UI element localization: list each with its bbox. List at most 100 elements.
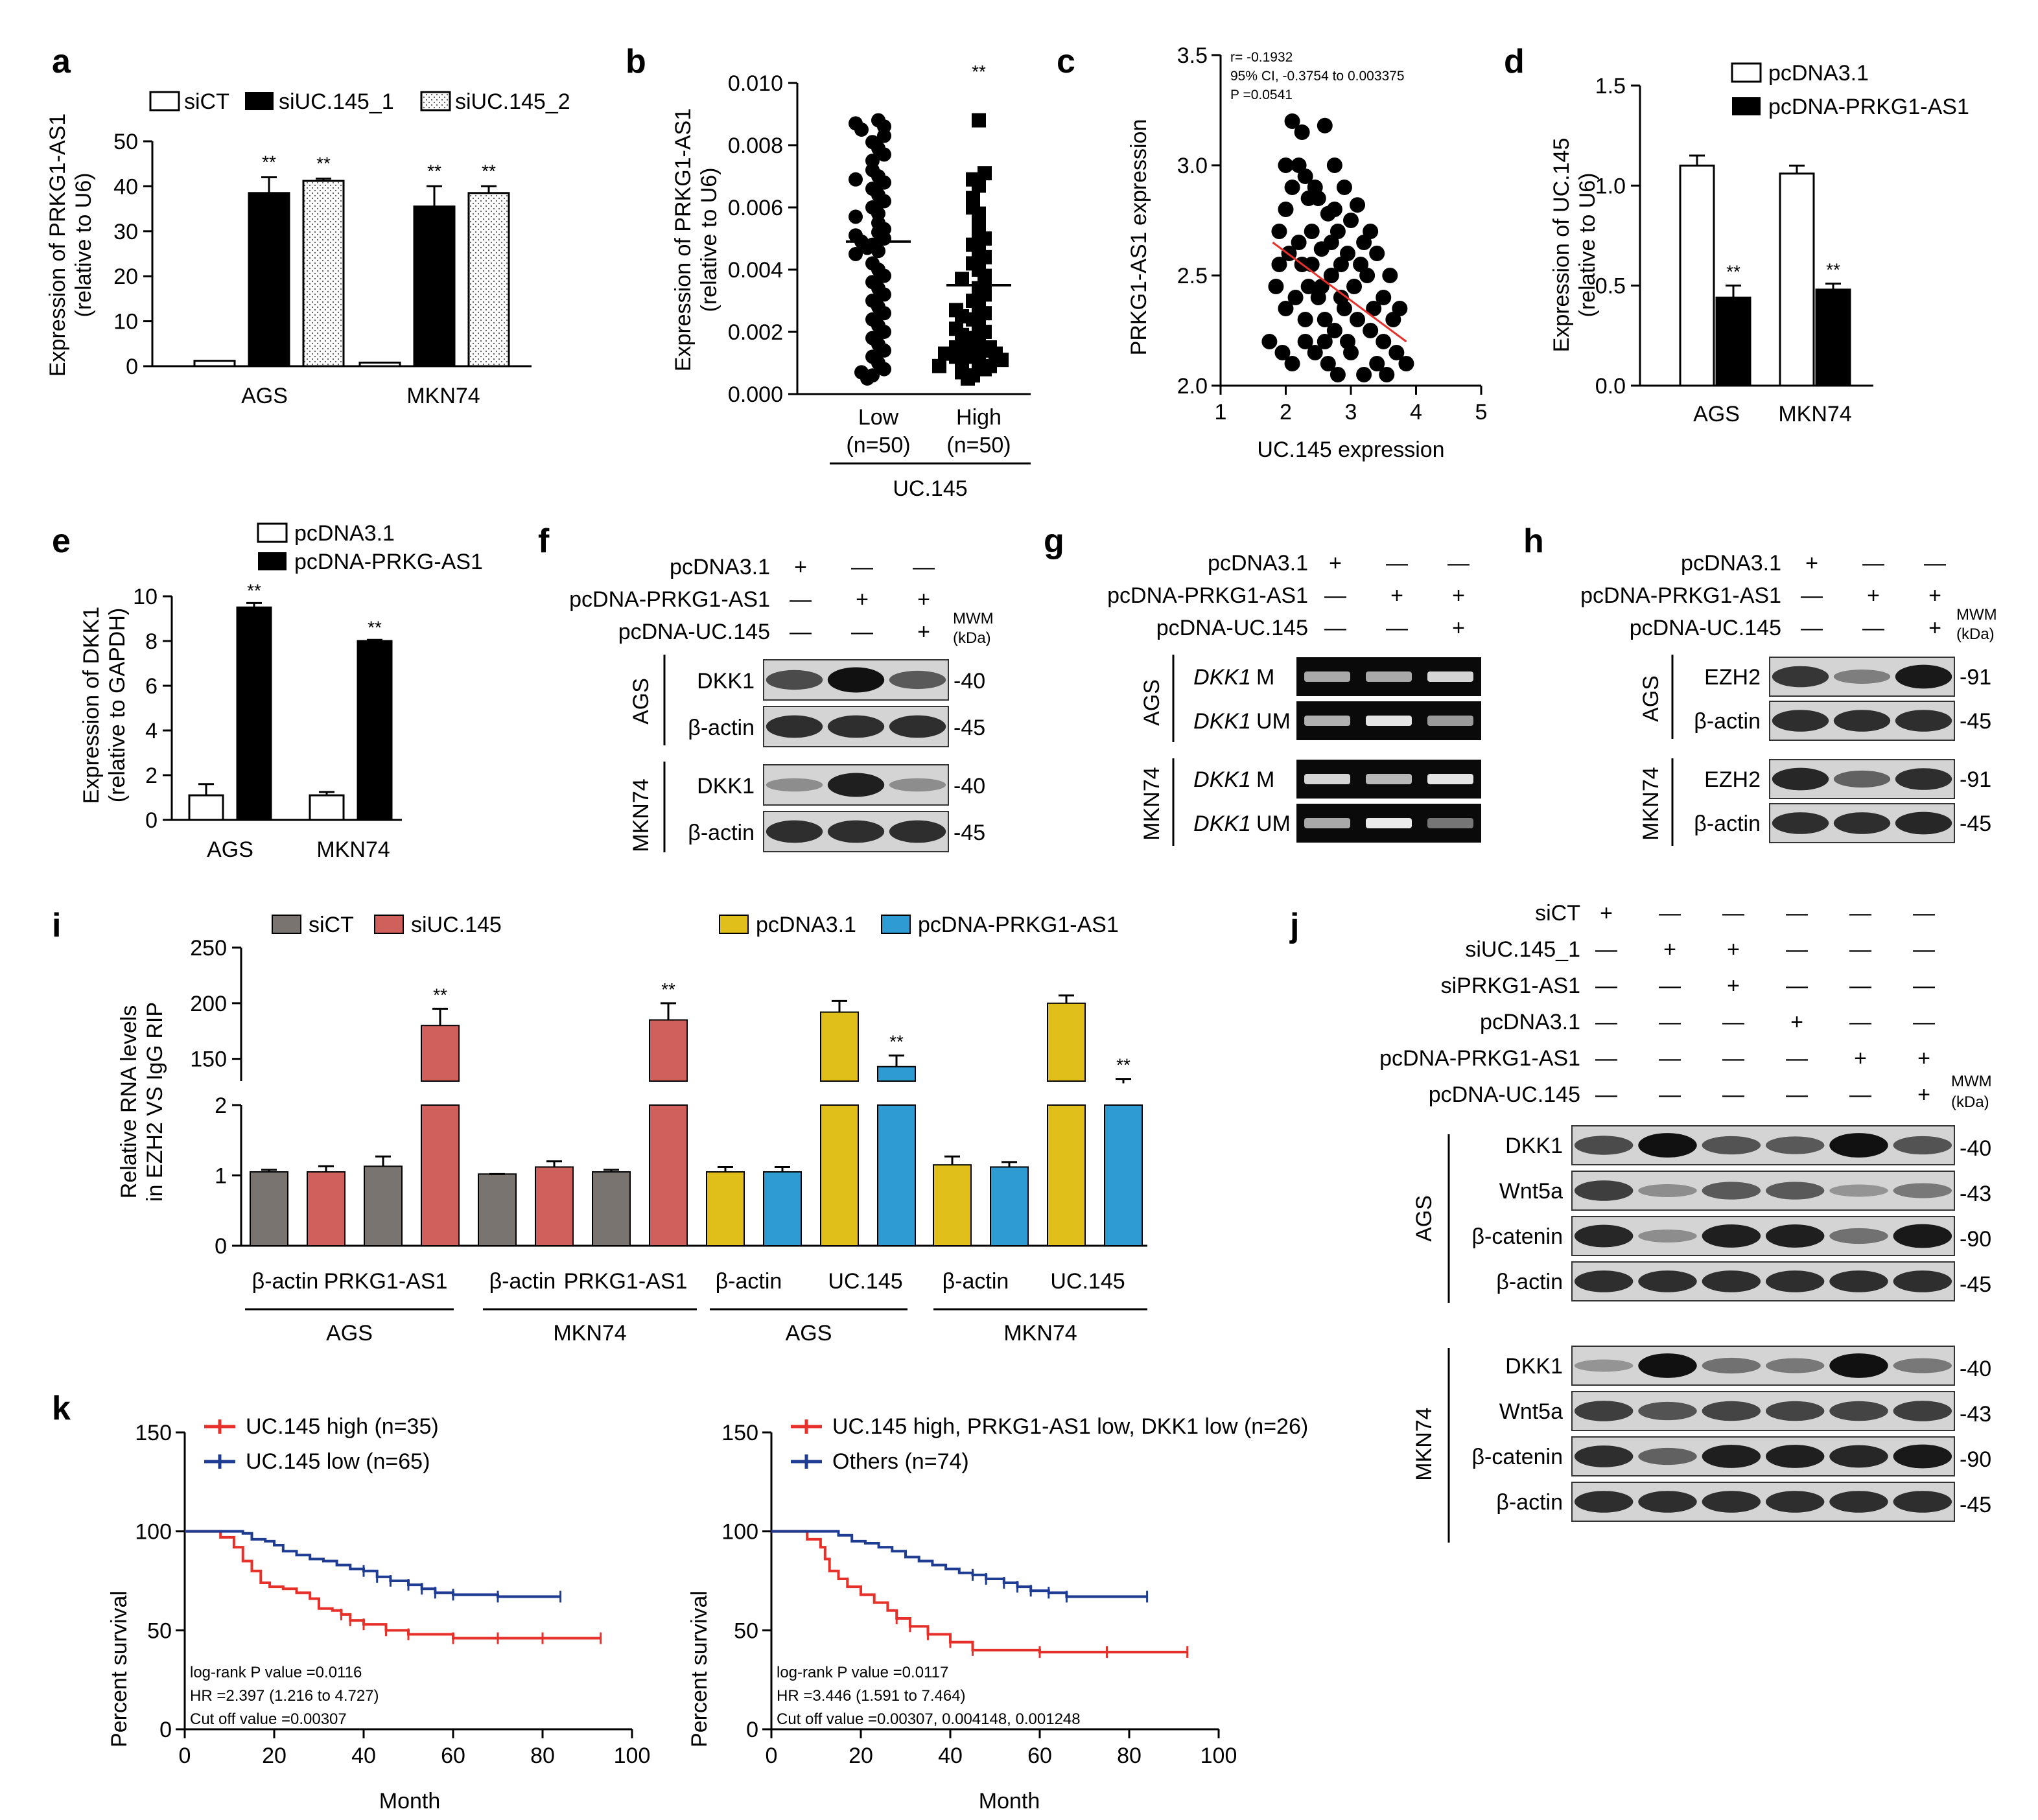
legend-d-1: pcDNA-PRKG1-AS1: [1768, 95, 1969, 119]
j-sign: —: [1913, 901, 1935, 926]
x-label-high: High: [956, 405, 1001, 430]
a-y-tick-label: 40: [113, 174, 138, 199]
j-size-label: -43: [1960, 1402, 1991, 1427]
panel-a-ylabel: Expression of PRKG1-AS1 (relative to U6): [45, 113, 96, 377]
j-sign: —: [1786, 901, 1808, 926]
j-blot-band: [1765, 1491, 1825, 1513]
h-kda: (kDa): [1956, 625, 1995, 643]
a-y-tick-label: 20: [113, 264, 138, 289]
c-point: [1284, 356, 1300, 371]
panel-e-plot: 0 2 4 6 8 10 ** **: [133, 580, 402, 833]
km-stat: HR =3.446 (1.591 to 7.464): [777, 1687, 966, 1705]
km-curve-1: [771, 1530, 1147, 1598]
i-y-tick-label: 2: [215, 1093, 227, 1118]
g-band: [1304, 774, 1350, 784]
j-sign: —: [1722, 1010, 1744, 1034]
km-x-tick-label: 80: [1117, 1744, 1142, 1768]
f-blot-band: [766, 715, 823, 738]
f-cell-ags-text: AGS: [629, 678, 653, 725]
y-axis-label-a-2: (relative to U6): [71, 173, 96, 318]
j-sign: +: [1917, 1046, 1930, 1071]
h-blots: EZH2 -91 β-actin -45 EZH2 -91 β-actin -45: [1694, 657, 1991, 843]
i-y-tick-label: 1: [215, 1164, 227, 1189]
legend-swatch-pcdna31-d: [1731, 62, 1762, 83]
j-blot-membrane: [1571, 1171, 1955, 1211]
c-point: [1356, 367, 1372, 382]
f-mwm: MWM: [953, 610, 994, 627]
km-stat: log-rank P value =0.0117: [777, 1664, 948, 1681]
j-sign: —: [1849, 937, 1871, 962]
f-sign: +: [794, 555, 807, 579]
g-band: [1366, 774, 1412, 784]
j-blot-band: [1893, 1491, 1952, 1513]
i-bar: [763, 1171, 802, 1246]
j-blot-band: [1765, 1182, 1825, 1200]
h-blot-band: [1772, 710, 1829, 732]
i-x-label: β-actin: [252, 1269, 319, 1294]
legend-i-0: siCT: [309, 913, 354, 937]
f-blot-band: [889, 670, 946, 690]
x-label-ags-d: AGS: [1693, 402, 1740, 426]
i-sig-label: **: [889, 1032, 904, 1052]
j-sign: —: [1595, 1082, 1617, 1107]
j-blot-band: [1893, 1183, 1952, 1198]
f-sign: +: [917, 620, 930, 644]
k-right-ylabel: Percent survival: [687, 1591, 712, 1747]
j-blot-band: [1829, 1184, 1888, 1197]
f-size-label: -45: [954, 716, 985, 740]
a-sig-label: **: [316, 154, 331, 174]
panel-g: pcDNA3.1 pcDNA-PRKG1-AS1 pcDNA-UC.145 + …: [1107, 551, 1481, 846]
panel-i-legend: siCT siUC.145 pcDNA3.1 pcDNA-PRKG1-AS1: [272, 913, 1119, 937]
panel-i-ylabel: Relative RNA levels in EZH2 VS IgG RIP: [117, 1002, 167, 1202]
c-point: [1366, 301, 1382, 316]
e-sig-label: **: [247, 580, 261, 600]
km-x-tick-label: 0: [766, 1744, 778, 1768]
f-signs: + — — — + + — — +: [790, 555, 935, 644]
y-axis-label-a: Expression of PRKG1-AS1: [45, 113, 70, 377]
h-blot-band: [1772, 812, 1829, 834]
i-bar: [250, 1171, 288, 1246]
g-band: [1427, 774, 1473, 784]
i-bar-upper: [1047, 1002, 1086, 1082]
legend-swatch-pcdna31-i: [719, 915, 749, 934]
c-point: [1300, 279, 1317, 294]
j-sign: —: [1913, 974, 1935, 998]
j-size-label: -45: [1960, 1493, 1991, 1517]
panel-d: pcDNA3.1 pcDNA-PRKG1-AS1 Expression of U…: [1549, 61, 1969, 426]
h-cell-ags-text: AGS: [1639, 675, 1663, 722]
b-point-high: [994, 353, 1009, 368]
g-sign: —: [1386, 551, 1408, 576]
c-point: [1363, 323, 1379, 338]
i-y-tick-label: 150: [190, 1047, 227, 1072]
e-y-tick-label: 2: [145, 764, 158, 788]
km-left: 0 50 100 150 0 20 40 60 80 100 UC.145 high (n=35) U…: [135, 1414, 650, 1768]
j-size-label: -40: [1960, 1357, 1991, 1381]
j-sign: —: [1913, 937, 1935, 962]
c-point: [1385, 312, 1401, 327]
j-sign: —: [1786, 937, 1808, 962]
b-sig-label: **: [972, 62, 986, 82]
h-sign: —: [1924, 551, 1946, 576]
x-label-mkn74-a: MKN74: [406, 384, 480, 408]
j-blot-band: [1702, 1445, 1761, 1468]
km-x-tick-label: 40: [938, 1744, 963, 1768]
j-band-label: DKK1: [1505, 1354, 1563, 1379]
legend-swatch-prkg-e: [258, 552, 287, 570]
i-x-label: β-actin: [943, 1269, 1009, 1294]
j-blot-band: [1893, 1444, 1952, 1469]
km-curve-1: [185, 1530, 561, 1598]
x-label-low: Low: [858, 405, 899, 430]
g-cell-ags: AGS: [1140, 679, 1164, 726]
b-point-high: [932, 358, 946, 373]
g-band-label: UM: [1256, 811, 1291, 836]
j-band-label: β-catenin: [1471, 1445, 1563, 1469]
km-legend-label: UC.145 high (n=35): [246, 1414, 439, 1439]
j-sign: —: [1786, 1046, 1808, 1071]
f-band-label: DKK1: [697, 774, 755, 799]
panel-b-ylabel: Expression of PRKG1-AS1 (relative to U6): [671, 108, 721, 371]
j-size-label: -43: [1960, 1182, 1991, 1206]
j-row-label: pcDNA-PRKG1-AS1: [1379, 1046, 1580, 1071]
h-sign: +: [1805, 551, 1818, 576]
j-sign: —: [1722, 901, 1744, 926]
